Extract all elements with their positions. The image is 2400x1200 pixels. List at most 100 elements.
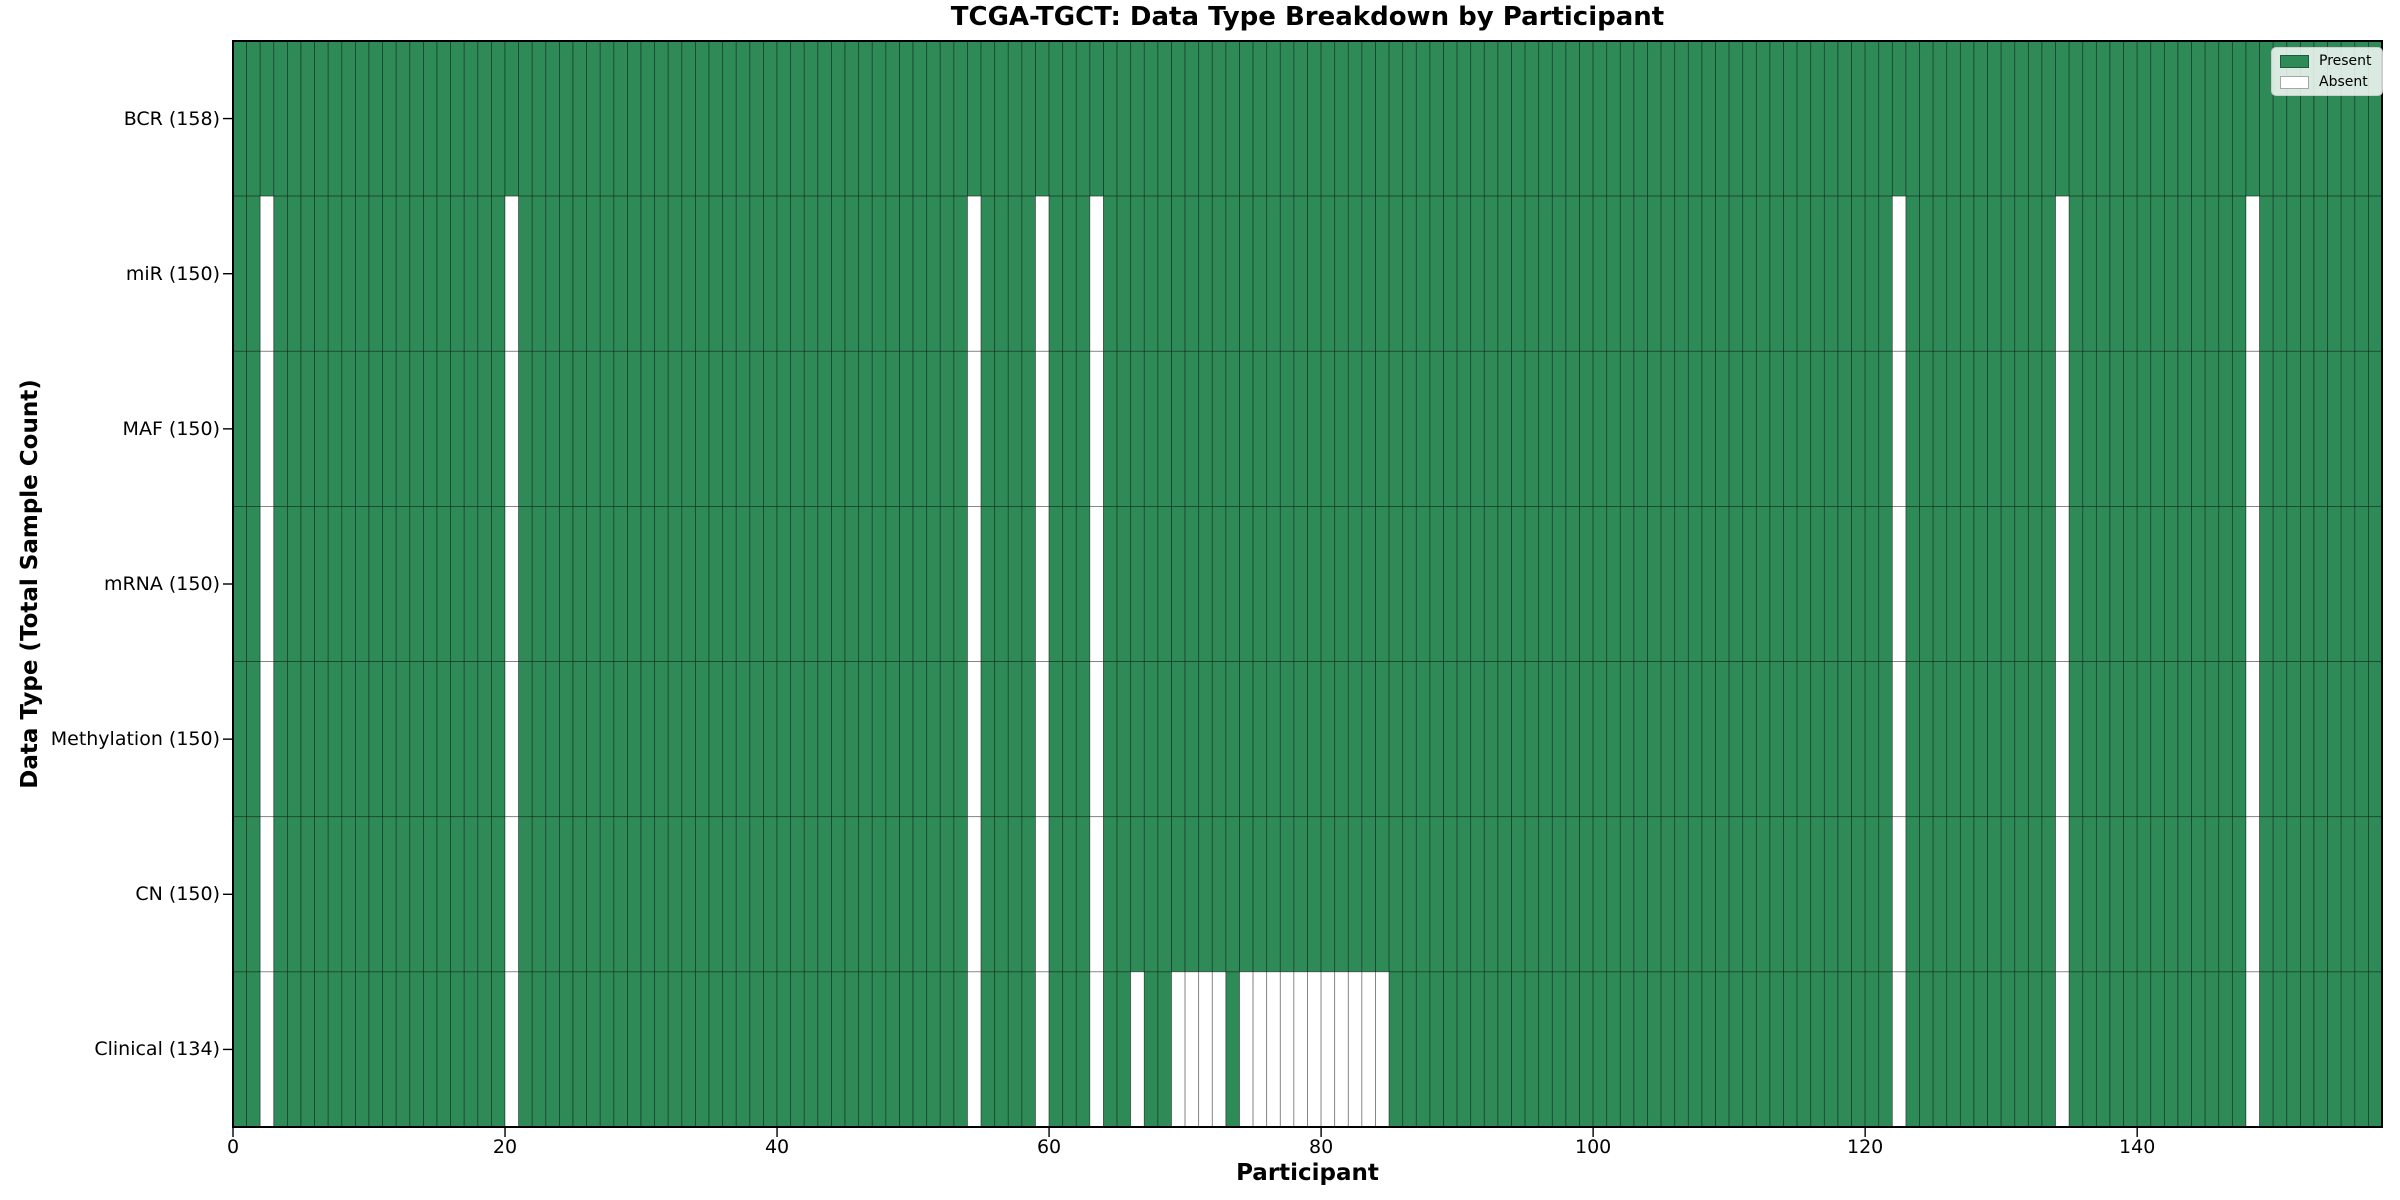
cell-miR-p60	[1048, 195, 1064, 352]
cell-MAF-p78	[1293, 350, 1308, 507]
cell-Methylation-p114	[1783, 661, 1798, 818]
cell-mRNA-p125	[1932, 506, 1948, 662]
cell-MAF-p145	[2204, 350, 2220, 507]
cell-Clinical-p92	[1483, 971, 1499, 1128]
cell-mRNA-p49	[899, 506, 914, 662]
cell-BCR-p100	[1592, 40, 1608, 197]
cell-Clinical-p108	[1701, 971, 1716, 1128]
cell-Methylation-p139	[2123, 661, 2138, 818]
cell-mRNA-p93	[1497, 506, 1512, 662]
cell-mRNA-p6	[314, 506, 329, 662]
cell-MAF-p45	[844, 350, 860, 507]
cell-CN-p79	[1307, 816, 1322, 973]
cell-BCR-p2	[259, 40, 275, 197]
cell-Clinical-p90	[1456, 971, 1472, 1128]
cell-BCR-p65	[1116, 40, 1132, 197]
cell-miR-p67	[1143, 195, 1159, 352]
cell-miR-p147	[2231, 195, 2247, 352]
cell-Methylation-p117	[1823, 661, 1839, 818]
cell-Methylation-p47	[871, 661, 887, 818]
cell-BCR-p124	[1919, 40, 1934, 197]
cell-mRNA-p154	[2327, 506, 2342, 662]
cell-mRNA-p88	[1429, 506, 1444, 662]
cell-Clinical-p75	[1252, 971, 1268, 1128]
cell-BCR-p14	[423, 40, 438, 197]
cell-Methylation-p34	[695, 661, 710, 818]
cell-mRNA-p20	[504, 506, 520, 662]
cell-mRNA-p63	[1089, 506, 1104, 662]
cell-Clinical-p9	[355, 971, 370, 1128]
cell-MAF-p72	[1211, 350, 1227, 507]
cell-Clinical-p4	[287, 971, 302, 1128]
cell-Methylation-p67	[1143, 661, 1159, 818]
cell-MAF-p76	[1266, 350, 1281, 507]
cell-MAF-p0	[232, 350, 248, 507]
cell-BCR-p51	[926, 40, 941, 197]
cell-MAF-p123	[1905, 350, 1920, 507]
cell-mRNA-p146	[2218, 506, 2233, 662]
cell-Methylation-p32	[667, 661, 683, 818]
cell-MAF-p54	[967, 350, 982, 507]
cell-Clinical-p6	[314, 971, 329, 1128]
cell-MAF-p124	[1919, 350, 1934, 507]
cell-Methylation-p77	[1279, 661, 1295, 818]
cell-BCR-p110	[1728, 40, 1744, 197]
cell-MAF-p84	[1375, 350, 1390, 507]
cell-mRNA-p23	[545, 506, 560, 662]
cell-mRNA-p105	[1660, 506, 1676, 662]
cell-BCR-p61	[1062, 40, 1077, 197]
cell-Clinical-p47	[871, 971, 887, 1128]
cell-CN-p141	[2150, 816, 2165, 973]
cell-mRNA-p54	[967, 506, 982, 662]
cell-CN-p28	[613, 816, 628, 973]
cell-BCR-p8	[341, 40, 356, 197]
cell-MAF-p147	[2231, 350, 2247, 507]
cell-Methylation-p28	[613, 661, 628, 818]
cell-BCR-p133	[2041, 40, 2056, 197]
cell-mRNA-p134	[2055, 506, 2070, 662]
cell-mRNA-p57	[1007, 506, 1023, 662]
cell-mRNA-p30	[640, 506, 656, 662]
cell-miR-p48	[885, 195, 900, 352]
cell-mRNA-p87	[1415, 506, 1431, 662]
cell-BCR-p54	[967, 40, 982, 197]
cell-BCR-p139	[2123, 40, 2138, 197]
cell-mRNA-p22	[531, 506, 547, 662]
cell-mRNA-p129	[1987, 506, 2002, 662]
cell-MAF-p132	[2027, 350, 2043, 507]
cell-Clinical-p45	[844, 971, 860, 1128]
cell-MAF-p86	[1402, 350, 1417, 507]
cell-Clinical-p120	[1864, 971, 1880, 1128]
cell-Clinical-p115	[1796, 971, 1812, 1128]
cell-MAF-p33	[681, 350, 696, 507]
cell-CN-p85	[1388, 816, 1404, 973]
cell-MAF-p133	[2041, 350, 2056, 507]
cell-Methylation-p72	[1211, 661, 1227, 818]
cell-CN-p99	[1579, 816, 1594, 973]
cell-BCR-p109	[1715, 40, 1730, 197]
cell-MAF-p32	[667, 350, 683, 507]
cell-CN-p110	[1728, 816, 1744, 973]
cell-BCR-p141	[2150, 40, 2165, 197]
cell-Clinical-p86	[1402, 971, 1417, 1128]
cell-miR-p124	[1919, 195, 1934, 352]
cell-MAF-p91	[1470, 350, 1485, 507]
cell-MAF-p46	[858, 350, 873, 507]
cell-MAF-p77	[1279, 350, 1295, 507]
cell-BCR-p26	[586, 40, 601, 197]
cell-Clinical-p17	[463, 971, 479, 1128]
cell-Clinical-p46	[858, 971, 873, 1128]
cell-mRNA-p3	[273, 506, 288, 662]
cell-Methylation-p45	[844, 661, 860, 818]
cell-CN-p45	[844, 816, 860, 973]
cell-CN-p97	[1551, 816, 1567, 973]
cell-BCR-p95	[1524, 40, 1540, 197]
cell-CN-p7	[327, 816, 343, 973]
cell-CN-p12	[395, 816, 411, 973]
cell-BCR-p122	[1891, 40, 1907, 197]
cell-BCR-p1	[246, 40, 261, 197]
cell-miR-p110	[1728, 195, 1744, 352]
cell-Clinical-p130	[2000, 971, 2016, 1128]
cell-MAF-p151	[2286, 350, 2301, 507]
cell-BCR-p68	[1157, 40, 1172, 197]
